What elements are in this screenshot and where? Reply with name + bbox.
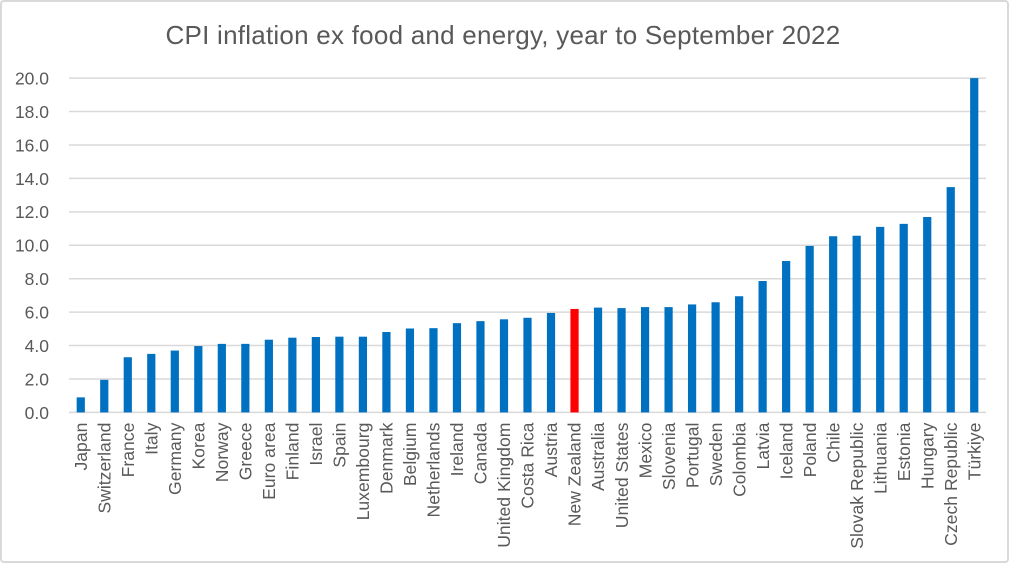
svg-text:Ireland: Ireland [447,423,467,477]
svg-text:4.0: 4.0 [25,336,50,356]
svg-text:Finland: Finland [283,423,303,481]
svg-text:Belgium: Belgium [400,423,420,487]
svg-text:6.0: 6.0 [25,303,50,323]
svg-text:CPI inflation ex food and ener: CPI inflation ex food and energy, year t… [166,20,841,50]
svg-text:Chile: Chile [823,423,843,463]
svg-text:Netherlands: Netherlands [424,422,444,517]
svg-text:Costa Rica: Costa Rica [518,422,538,508]
svg-text:Czech Republic: Czech Republic [941,422,961,545]
svg-text:Poland: Poland [800,423,820,478]
svg-text:Hungary: Hungary [917,422,937,489]
svg-text:United Kingdom: United Kingdom [494,423,514,548]
svg-text:14.0: 14.0 [15,169,49,189]
svg-text:Spain: Spain [330,423,350,468]
svg-text:Austria: Austria [541,422,561,477]
svg-text:2.0: 2.0 [25,369,50,389]
svg-text:20.0: 20.0 [15,69,49,89]
svg-text:Mexico: Mexico [635,422,655,478]
svg-text:Japan: Japan [71,423,91,471]
svg-text:Estonia: Estonia [894,422,914,481]
svg-text:Türkiye: Türkiye [964,423,984,481]
svg-text:18.0: 18.0 [15,102,49,122]
svg-text:Norway: Norway [212,422,232,482]
svg-text:United States: United States [612,422,632,528]
svg-text:Luxembourg: Luxembourg [353,423,373,521]
svg-text:Korea: Korea [189,422,209,469]
svg-text:0.0: 0.0 [25,403,50,423]
svg-text:Euro area: Euro area [259,422,279,499]
svg-text:Sweden: Sweden [706,423,726,487]
svg-text:Portugal: Portugal [682,423,702,489]
svg-text:Colombia: Colombia [729,422,749,497]
svg-text:Germany: Germany [165,422,185,495]
svg-text:Iceland: Iceland [776,423,796,480]
svg-text:France: France [118,423,138,478]
svg-text:Lithuania: Lithuania [870,422,890,494]
svg-text:Switzerland: Switzerland [94,423,114,514]
svg-text:Greece: Greece [236,423,256,481]
svg-text:Slovenia: Slovenia [659,422,679,490]
svg-text:Slovak Republic: Slovak Republic [847,422,867,548]
svg-text:Italy: Italy [141,422,161,454]
svg-text:10.0: 10.0 [15,236,49,256]
svg-text:Israel: Israel [306,423,326,466]
svg-text:New Zealand: New Zealand [565,423,585,527]
svg-text:Denmark: Denmark [377,422,397,494]
svg-text:16.0: 16.0 [15,135,49,155]
svg-text:8.0: 8.0 [25,269,50,289]
svg-text:Canada: Canada [471,422,491,484]
svg-text:Australia: Australia [588,422,608,491]
svg-text:12.0: 12.0 [15,202,49,222]
svg-text:Latvia: Latvia [753,422,773,469]
